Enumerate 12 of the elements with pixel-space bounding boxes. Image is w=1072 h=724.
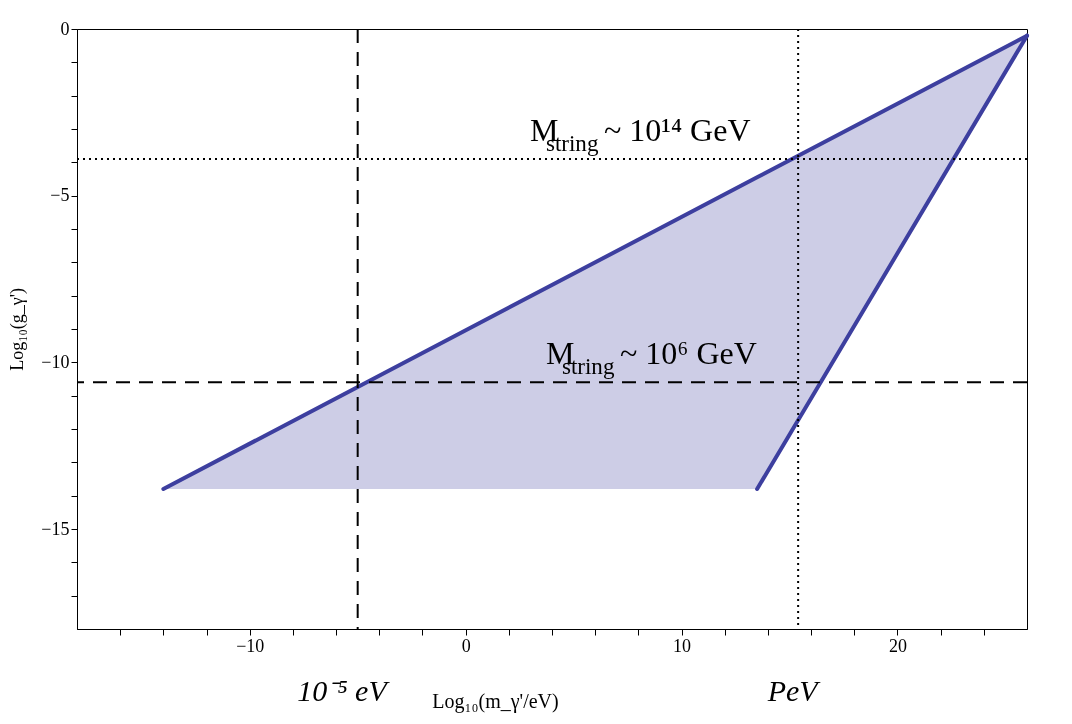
y-tick-label: −15 bbox=[41, 518, 70, 539]
ref-line-label: PeV bbox=[766, 674, 822, 707]
y-axis-title: Log₁₀(g_γ') bbox=[7, 288, 29, 371]
ref-line-label: 10⁻⁵ eV bbox=[297, 674, 391, 707]
x-tick-label: 20 bbox=[888, 635, 907, 656]
y-tick-label: −5 bbox=[50, 185, 70, 206]
x-tick-label: 10 bbox=[673, 635, 692, 656]
x-axis-title: Log₁₀(m_γ'/eV) bbox=[432, 689, 559, 713]
y-tick-label: −10 bbox=[41, 351, 70, 372]
x-tick-label: 0 bbox=[461, 635, 471, 656]
x-tick-label: −10 bbox=[236, 635, 265, 656]
y-tick-label: 0 bbox=[60, 18, 70, 39]
